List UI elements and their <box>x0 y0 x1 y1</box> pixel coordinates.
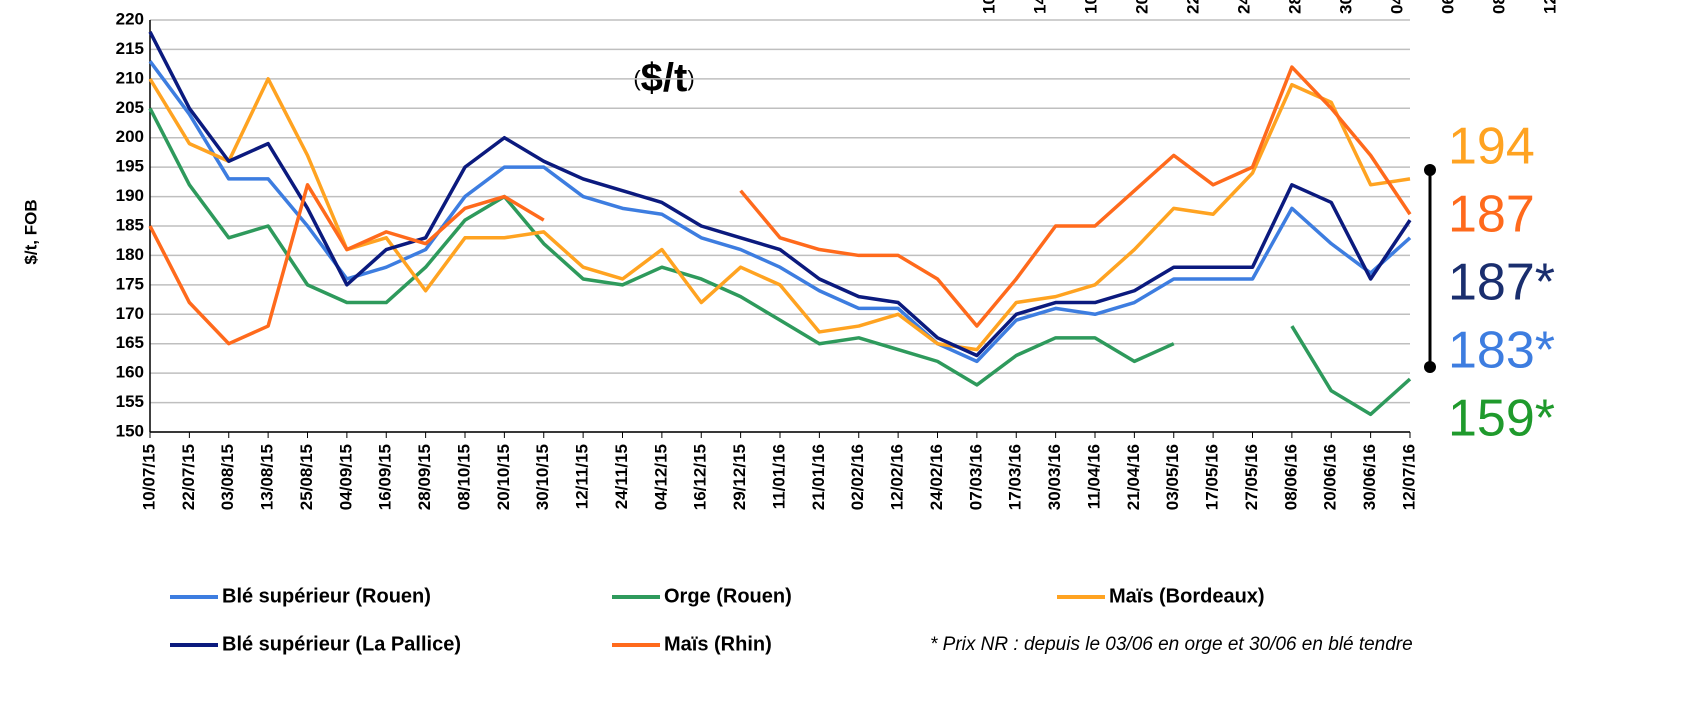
x-tick-label: 08/06/16 <box>1281 444 1300 510</box>
y-tick-label: 165 <box>116 333 144 352</box>
x-tick-label: 16/09/15 <box>376 444 395 510</box>
x-tick-label: 21/04/16 <box>1124 444 1143 510</box>
x-tick-label: 11/04/16 <box>1084 444 1103 509</box>
cropped-label: 06 <box>1438 0 1457 14</box>
x-tick-label: 03/08/15 <box>218 444 237 510</box>
x-tick-label: 02/02/16 <box>848 444 867 510</box>
x-tick-label: 12/11/15 <box>573 444 592 509</box>
end-label: 187 <box>1448 186 1535 244</box>
x-tick-label: 29/12/15 <box>730 444 749 510</box>
cropped-label: 20 <box>1132 0 1151 14</box>
x-tick-label: 22/07/15 <box>179 444 198 510</box>
x-tick-label: 08/10/15 <box>454 444 473 510</box>
x-tick-label: 20/06/16 <box>1321 444 1340 510</box>
y-tick-label: 150 <box>116 421 144 440</box>
x-tick-label: 16/12/15 <box>691 444 710 510</box>
x-tick-label: 27/05/16 <box>1242 444 1261 510</box>
y-tick-label: 195 <box>116 157 144 176</box>
cropped-label: 12 <box>1540 0 1559 14</box>
y-tick-label: 205 <box>116 98 144 117</box>
x-tick-label: 12/07/16 <box>1399 444 1418 510</box>
x-tick-label: 12/02/16 <box>888 444 907 510</box>
x-tick-label: 11/01/16 <box>769 444 788 509</box>
series-line <box>148 77 1411 352</box>
cropped-label: 14 <box>1030 0 1049 14</box>
x-tick-label: 04/09/15 <box>336 444 355 510</box>
y-tick-label: 180 <box>116 245 144 264</box>
footnote: * Prix NR : depuis le 03/06 en orge et 3… <box>930 634 1413 655</box>
x-tick-label: 30/03/16 <box>1045 444 1064 510</box>
x-tick-label: 03/05/16 <box>1163 444 1182 510</box>
x-tick-label: 07/03/16 <box>966 444 985 510</box>
y-tick-label: 210 <box>116 68 144 87</box>
series-line <box>148 60 1412 364</box>
cropped-label: 10 <box>979 0 998 14</box>
cropped-label: 10 <box>1081 0 1100 14</box>
x-tick-label: 10/07/15 <box>139 444 158 510</box>
unit-label: ($/t) <box>633 56 694 100</box>
end-label: 194 <box>1448 118 1535 176</box>
x-tick-label: 17/05/16 <box>1203 444 1222 510</box>
y-tick-label: 155 <box>116 392 144 411</box>
x-tick-label: 21/01/16 <box>809 444 828 510</box>
cropped-label: 08 <box>1489 0 1508 14</box>
y-axis-label: $/t, FOB <box>21 199 40 264</box>
legend-label: Orge (Rouen) <box>664 585 792 607</box>
x-tick-label: 04/12/15 <box>651 444 670 510</box>
end-label: 159* <box>1448 390 1555 448</box>
y-tick-label: 215 <box>116 39 144 58</box>
cropped-label: 04 <box>1387 0 1406 14</box>
x-tick-label: 24/02/16 <box>927 444 946 510</box>
y-tick-label: 190 <box>116 186 144 205</box>
cropped-label: 22 <box>1183 0 1202 14</box>
x-tick-label: 28/09/15 <box>415 444 434 510</box>
y-tick-label: 220 <box>116 9 144 28</box>
legend-label: Maïs (Rhin) <box>664 633 772 655</box>
cropped-label: 28 <box>1285 0 1304 14</box>
y-tick-label: 200 <box>116 127 144 146</box>
x-tick-label: 24/11/15 <box>612 444 631 509</box>
bracket-dot <box>1424 164 1436 176</box>
series-line <box>148 107 1412 417</box>
legend-label: Maïs (Bordeaux) <box>1109 585 1265 607</box>
x-tick-label: 13/08/15 <box>258 444 277 510</box>
y-tick-label: 170 <box>116 304 144 323</box>
y-tick-label: 160 <box>116 363 144 382</box>
end-label: 183* <box>1448 322 1555 380</box>
x-tick-label: 30/10/15 <box>533 444 552 510</box>
legend-label: Blé supérieur (Rouen) <box>222 585 431 607</box>
cropped-label: 30 <box>1336 0 1355 14</box>
x-tick-label: 20/10/15 <box>494 444 513 510</box>
y-tick-label: 185 <box>116 215 144 234</box>
bracket-dot <box>1424 361 1436 373</box>
x-tick-label: 30/06/16 <box>1360 444 1379 510</box>
cropped-label: 24 <box>1234 0 1253 14</box>
end-label: 187* <box>1448 254 1555 312</box>
y-tick-label: 175 <box>116 274 144 293</box>
legend-label: Blé supérieur (La Pallice) <box>222 633 461 655</box>
series-line <box>148 65 1412 346</box>
series-line <box>148 30 1412 358</box>
x-tick-label: 17/03/16 <box>1006 444 1025 510</box>
x-tick-label: 25/08/15 <box>297 444 316 510</box>
